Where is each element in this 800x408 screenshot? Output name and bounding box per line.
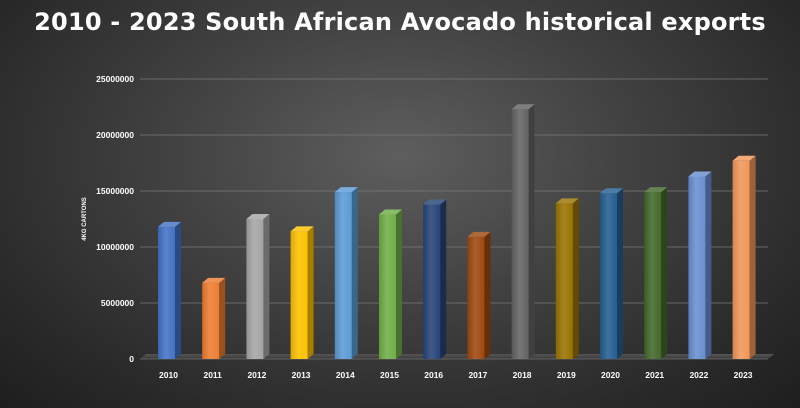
bar-side [396, 209, 402, 359]
x-tick-label: 2020 [601, 370, 620, 380]
y-tick-label: 0 [129, 354, 134, 364]
x-tick-label: 2011 [203, 370, 222, 380]
bar-2016 [423, 199, 447, 359]
bar-side [705, 171, 712, 359]
bar-2019 [555, 198, 579, 359]
bar-2018 [511, 104, 535, 360]
x-tick-label: 2018 [513, 370, 532, 380]
y-tick-label: 15000000 [96, 186, 134, 196]
bar-side [307, 226, 314, 359]
bar-top [158, 221, 181, 227]
bar-front [423, 204, 441, 359]
y-axis-label: 4KG CARTONS [82, 197, 88, 241]
bar-2023 [732, 155, 756, 359]
x-tick-label: 2017 [468, 370, 487, 380]
x-tick-label: 2022 [689, 370, 708, 380]
bar-side [484, 231, 491, 359]
bar-front [379, 214, 396, 359]
y-tick-label: 5000000 [101, 298, 134, 308]
bar-side [351, 187, 358, 359]
x-tick-label: 2014 [336, 370, 355, 380]
bar-front [555, 203, 573, 359]
bar-side [617, 188, 623, 359]
bar-top [290, 226, 314, 232]
x-tick-label: 2023 [734, 370, 753, 380]
bar-side [175, 221, 181, 359]
bar-front [644, 192, 662, 359]
x-tick-label: 2013 [292, 370, 311, 380]
x-tick-label: 2012 [247, 370, 266, 380]
bar-front [158, 226, 175, 359]
bar-2012 [246, 214, 270, 359]
chart-title: 2010 - 2023 South African Avocado histor… [34, 8, 766, 36]
x-tick-label: 2015 [380, 370, 399, 380]
bar-side [749, 155, 756, 359]
bar-side [219, 277, 226, 359]
bar-2011 [202, 277, 226, 359]
bar-top [732, 155, 756, 161]
bar-front [246, 219, 264, 359]
bar-side [661, 187, 668, 359]
bar-2015 [379, 209, 402, 359]
bar-front [732, 160, 750, 359]
bar-top [246, 214, 270, 219]
bar-2021 [644, 187, 668, 359]
bar-2010 [158, 221, 181, 359]
bar-top [202, 277, 226, 283]
bar-front [467, 236, 485, 359]
y-tick-label: 25000000 [96, 74, 134, 84]
bar-2014 [334, 187, 358, 359]
bar-front [334, 192, 352, 359]
bar-top [600, 188, 623, 194]
bar-top [644, 187, 668, 193]
bar-side [440, 199, 447, 359]
bar-side [572, 198, 579, 359]
y-tick-label: 20000000 [96, 130, 134, 140]
x-tick-label: 2010 [159, 370, 178, 380]
bar-2020 [600, 188, 623, 359]
bar-2022 [688, 171, 712, 359]
bar-side [263, 214, 270, 359]
bar-top [423, 199, 447, 205]
bar-front [600, 193, 617, 359]
bar-top [555, 198, 579, 204]
bar-front [202, 282, 220, 359]
x-tick-label: 2021 [645, 370, 664, 380]
bar-top [379, 209, 402, 215]
bar-top [467, 231, 491, 237]
bar-side [528, 104, 535, 360]
bar-2013 [290, 226, 314, 359]
bar-top [511, 104, 535, 110]
bar-2017 [467, 231, 491, 359]
bar-front [511, 109, 529, 360]
chart-floor [140, 354, 774, 359]
bar-top [334, 187, 358, 193]
x-tick-label: 2019 [557, 370, 576, 380]
y-tick-label: 10000000 [96, 242, 134, 252]
x-tick-label: 2016 [424, 370, 443, 380]
bar-front [290, 231, 308, 359]
bar-front [688, 176, 706, 359]
bar-top [688, 171, 712, 177]
